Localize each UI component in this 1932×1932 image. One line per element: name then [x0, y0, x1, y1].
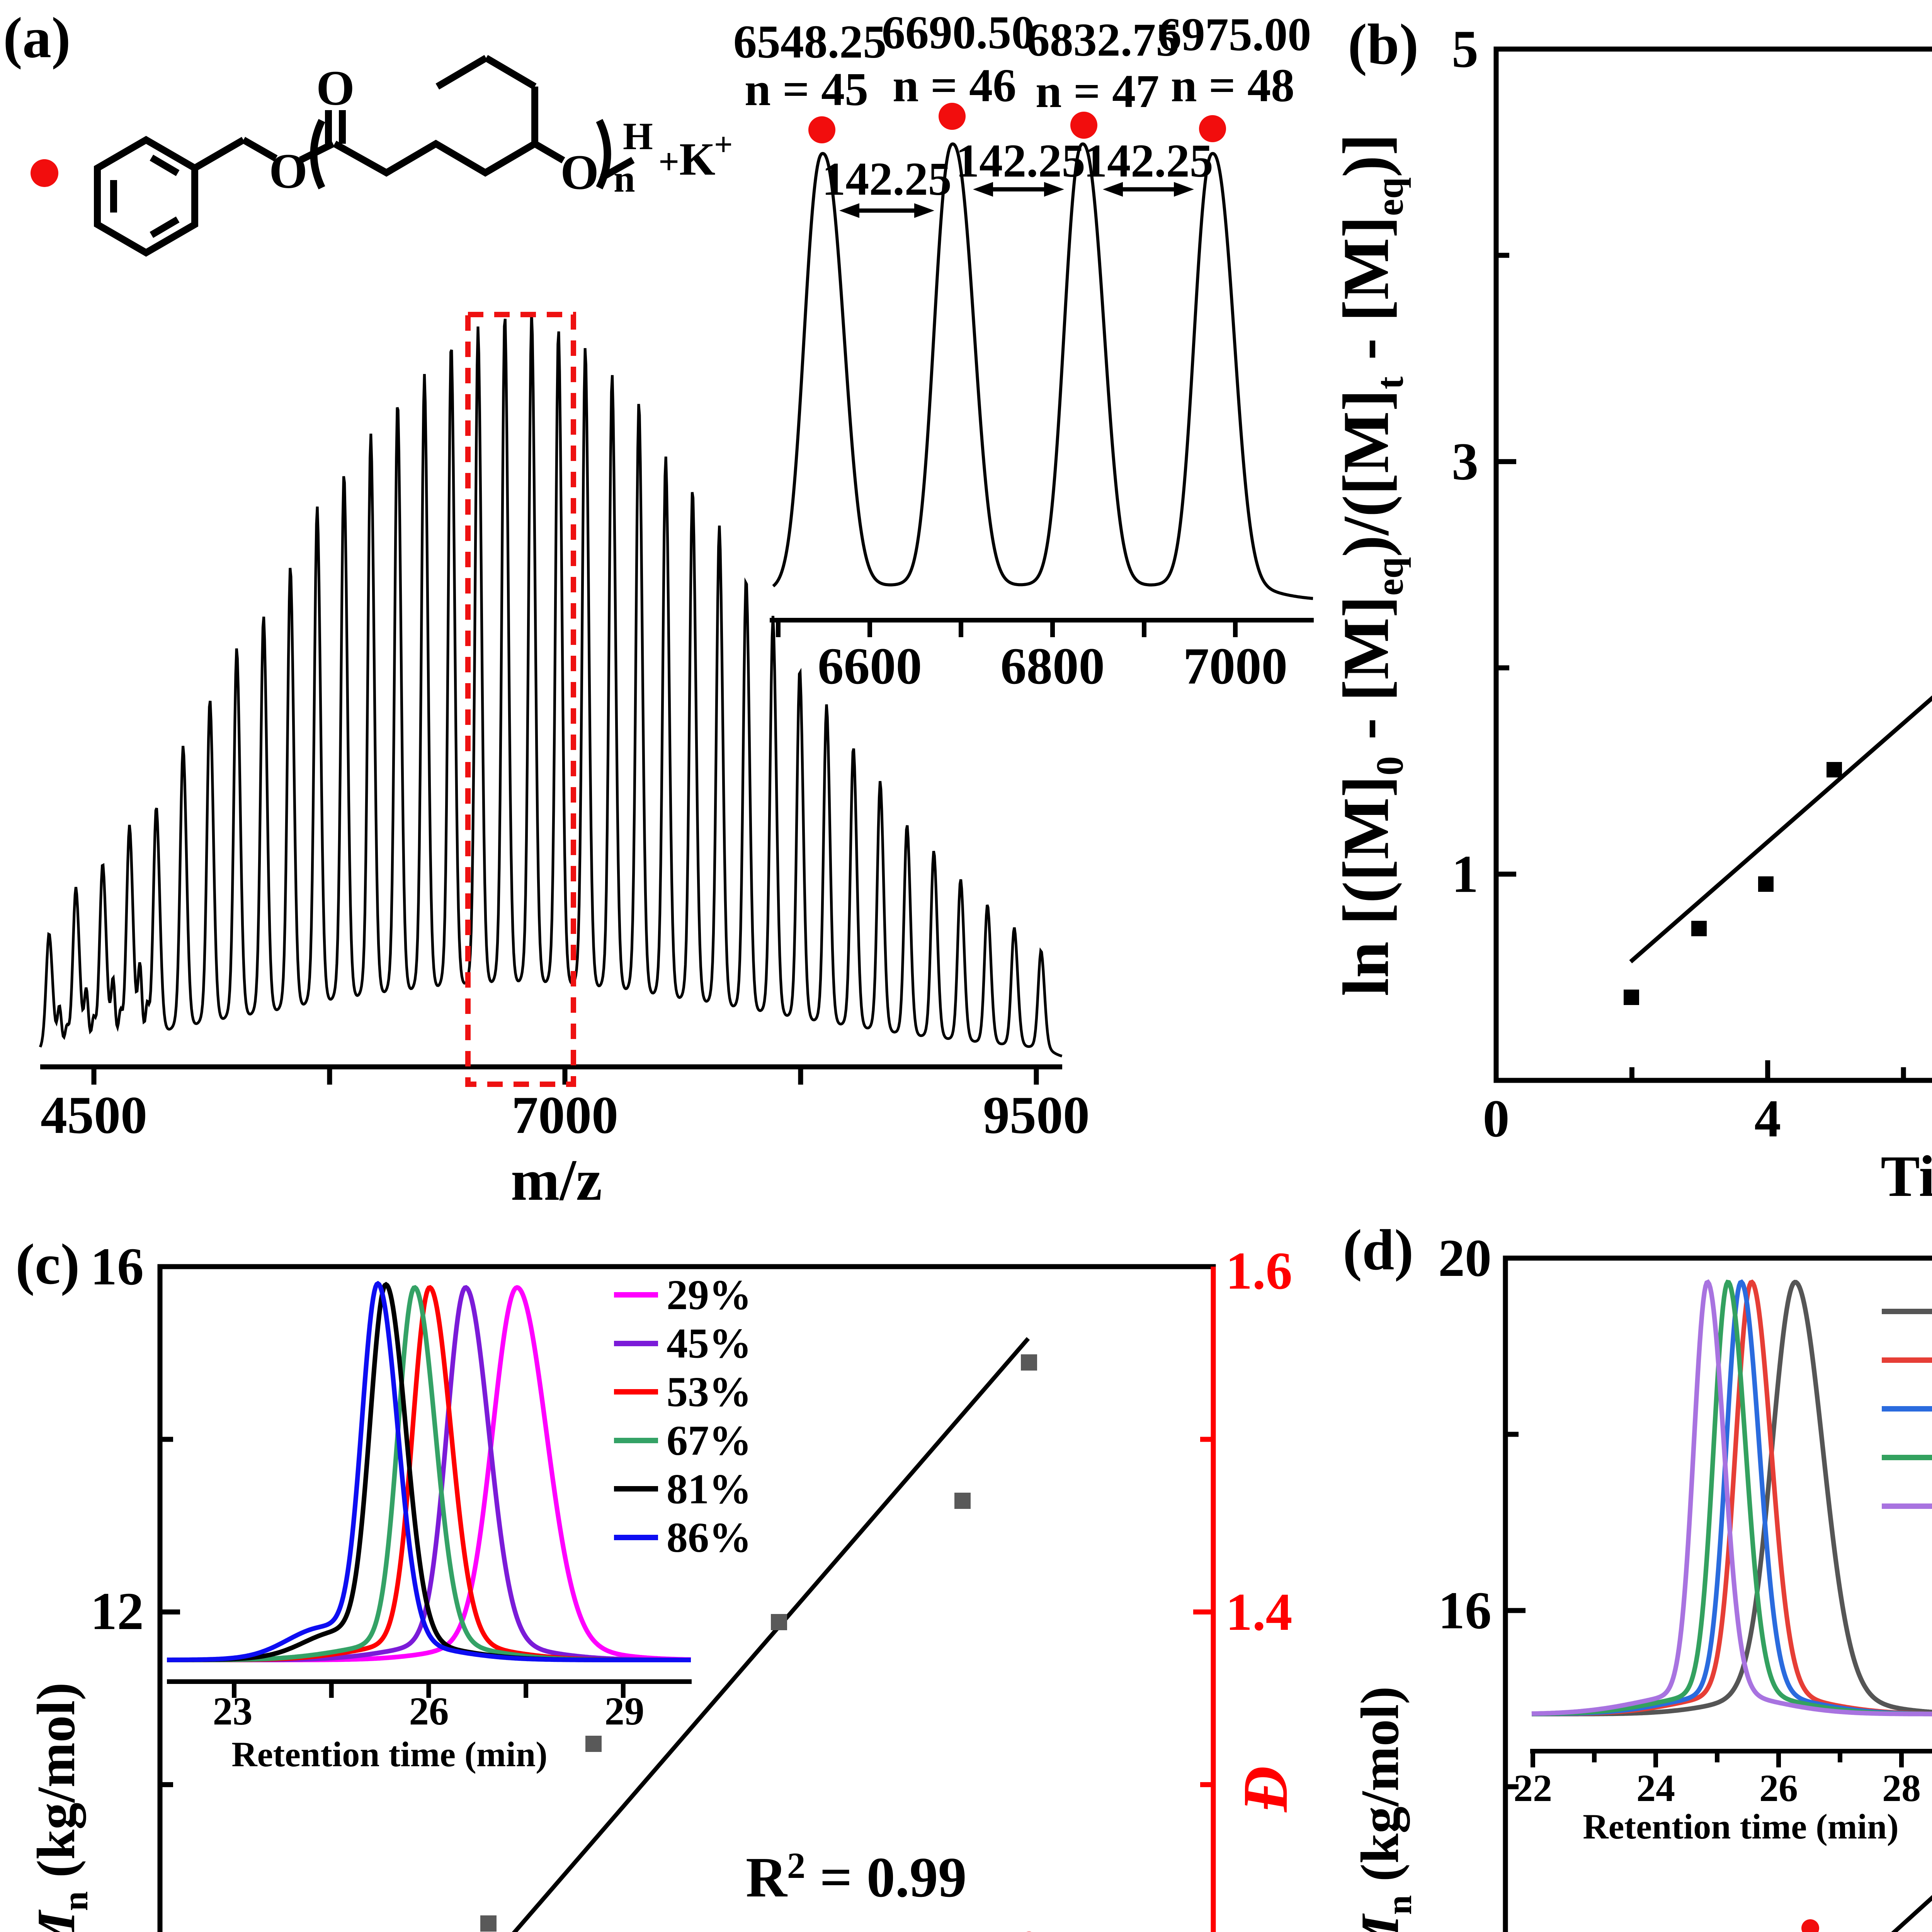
svg-text:6975.00: 6975.00 — [1158, 9, 1311, 61]
svg-text:142.25: 142.25 — [822, 153, 952, 205]
svg-text:6690.50: 6690.50 — [882, 7, 1035, 59]
svg-text:Mn (kg/mol): Mn (kg/mol) — [1350, 1686, 1419, 1932]
svg-text:9500: 9500 — [983, 1085, 1090, 1145]
svg-text:6832.75: 6832.75 — [1026, 14, 1180, 66]
svg-text:6600: 6600 — [818, 638, 922, 695]
svg-text:29: 29 — [605, 1689, 645, 1733]
svg-text:53%: 53% — [667, 1368, 752, 1415]
svg-text:(a): (a) — [3, 6, 71, 70]
svg-text:4500: 4500 — [41, 1085, 147, 1145]
svg-text:26: 26 — [409, 1689, 449, 1733]
svg-text:n = 46: n = 46 — [893, 60, 1016, 112]
svg-text:H: H — [623, 115, 653, 158]
svg-text:1.4: 1.4 — [1226, 1582, 1293, 1641]
svg-text:7000: 7000 — [512, 1085, 618, 1145]
svg-text:23: 23 — [213, 1689, 253, 1733]
svg-text:O: O — [560, 145, 599, 200]
svg-text:Retention time (min): Retention time (min) — [231, 1735, 548, 1774]
svg-text:22: 22 — [1514, 1767, 1552, 1810]
svg-text:20: 20 — [1438, 1228, 1492, 1287]
svg-text:Retention time (min): Retention time (min) — [1583, 1807, 1899, 1846]
svg-text:(d): (d) — [1343, 1218, 1413, 1282]
svg-text:1.2: 1.2 — [1226, 1928, 1293, 1932]
svg-text:28: 28 — [1882, 1767, 1921, 1810]
svg-text:16: 16 — [1438, 1581, 1492, 1640]
svg-text:m/z: m/z — [511, 1148, 602, 1213]
svg-text:142.25: 142.25 — [1083, 135, 1213, 187]
svg-text:+: + — [658, 141, 679, 182]
svg-text:ln [([M]0 - [M]eq)/([M]t - [M]: ln [([M]0 - [M]eq)/([M]t - [M]eq)] — [1330, 134, 1411, 996]
svg-text:K: K — [679, 133, 715, 185]
svg-text:67%: 67% — [667, 1417, 752, 1464]
svg-text:1.6: 1.6 — [1226, 1241, 1293, 1300]
svg-text:+: + — [714, 126, 733, 163]
svg-text:142.25: 142.25 — [956, 135, 1085, 187]
svg-text:29%: 29% — [667, 1271, 752, 1318]
svg-text:81%: 81% — [667, 1465, 752, 1512]
svg-text:7000: 7000 — [1183, 638, 1287, 695]
svg-text:1: 1 — [1452, 844, 1478, 903]
svg-text:5: 5 — [1452, 19, 1478, 78]
svg-text:8: 8 — [117, 1926, 144, 1932]
svg-text:(c): (c) — [15, 1232, 80, 1296]
svg-text:Time (min): Time (min) — [1881, 1144, 1932, 1209]
svg-text:12: 12 — [90, 1582, 144, 1641]
svg-text:n: n — [614, 157, 635, 200]
svg-text:45%: 45% — [667, 1320, 752, 1367]
svg-text:Mn (kg/mol): Mn (kg/mol) — [26, 1682, 95, 1932]
svg-text:86%: 86% — [667, 1514, 752, 1561]
svg-text:4: 4 — [1754, 1089, 1781, 1148]
svg-text:O: O — [316, 61, 355, 116]
svg-text:3: 3 — [1452, 432, 1478, 491]
svg-text:R2 = 0.99: R2 = 0.99 — [746, 1845, 967, 1909]
svg-text:6548.25: 6548.25 — [733, 16, 887, 68]
svg-text:O: O — [269, 144, 308, 199]
svg-text:(b): (b) — [1348, 12, 1418, 77]
svg-text:n = 45: n = 45 — [745, 63, 868, 116]
svg-text:6800: 6800 — [1000, 638, 1105, 695]
svg-text:0: 0 — [1483, 1089, 1510, 1148]
svg-text:n = 47: n = 47 — [1036, 65, 1159, 117]
svg-text:Đ: Đ — [1230, 1766, 1301, 1813]
svg-text:26: 26 — [1759, 1767, 1798, 1810]
svg-text:16: 16 — [90, 1237, 144, 1296]
svg-text:n = 48: n = 48 — [1171, 60, 1294, 112]
svg-text:24: 24 — [1636, 1767, 1675, 1810]
